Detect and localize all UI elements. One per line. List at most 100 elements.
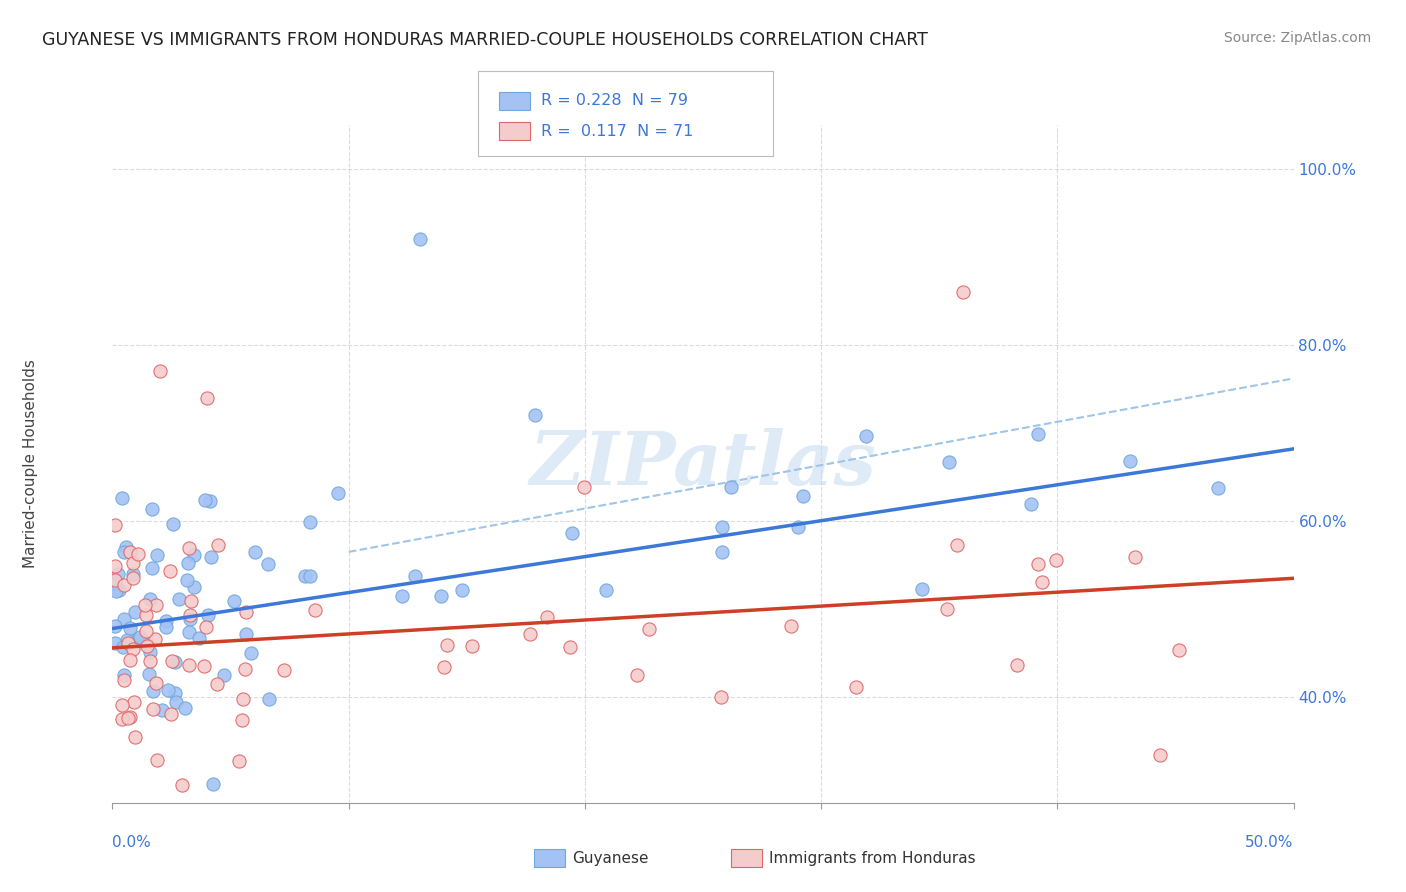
Point [257, 558, 280, 572]
Point [160, 706, 183, 721]
Point [195, 391, 218, 405]
Point [536, 610, 558, 624]
Point [298, 569, 321, 583]
Point [1026, 427, 1049, 442]
Text: Guyanese: Guyanese [572, 851, 648, 865]
Point [179, 625, 201, 640]
Point [124, 730, 146, 744]
Point [1149, 747, 1171, 762]
Point [180, 594, 202, 608]
Point [108, 583, 131, 598]
Point [114, 667, 136, 681]
Point [257, 692, 280, 706]
Point [134, 598, 156, 612]
Point [129, 630, 152, 644]
Point [391, 589, 413, 603]
Point [408, 232, 430, 246]
Point [104, 573, 127, 587]
Point [117, 635, 139, 649]
Point [122, 571, 145, 585]
Point [845, 680, 868, 694]
Point [145, 676, 167, 690]
Point [145, 549, 167, 563]
Point [183, 581, 205, 595]
Point [150, 703, 173, 717]
Point [179, 607, 201, 622]
Point [207, 538, 229, 552]
Point [1019, 497, 1042, 511]
Point [188, 632, 211, 646]
Point [1119, 454, 1142, 468]
Point [111, 712, 134, 726]
Text: 0.0%: 0.0% [112, 836, 152, 850]
Point [558, 640, 581, 655]
Point [120, 621, 142, 635]
Point [139, 644, 162, 658]
Point [200, 494, 222, 508]
Point [195, 620, 218, 634]
Point [710, 519, 733, 533]
Point [235, 627, 257, 641]
Point [626, 668, 648, 682]
Point [792, 489, 814, 503]
Point [936, 601, 959, 615]
Point [138, 667, 160, 681]
Point [779, 618, 801, 632]
Point [135, 637, 157, 651]
Point [205, 677, 228, 691]
Point [222, 593, 245, 607]
Point [104, 584, 127, 599]
Point [125, 632, 148, 647]
Point [162, 517, 184, 532]
Point [595, 583, 617, 598]
Point [637, 622, 659, 636]
Text: Married-couple Households: Married-couple Households [24, 359, 38, 568]
Point [461, 640, 484, 654]
Point [104, 575, 127, 590]
Text: Immigrants from Honduras: Immigrants from Honduras [769, 851, 976, 865]
Point [200, 550, 222, 565]
Point [232, 692, 254, 706]
Point [170, 778, 193, 792]
Point [1123, 549, 1146, 564]
Point [115, 540, 138, 554]
Point [160, 654, 183, 668]
Point [146, 753, 169, 767]
Point [239, 646, 262, 660]
Point [120, 652, 142, 666]
Text: 50.0%: 50.0% [1246, 836, 1294, 850]
Point [104, 558, 127, 573]
Point [112, 611, 135, 625]
Point [430, 590, 453, 604]
Point [142, 702, 165, 716]
Point [110, 698, 132, 712]
Point [120, 710, 142, 724]
Point [574, 480, 596, 494]
Point [202, 777, 225, 791]
Point [235, 605, 257, 619]
Point [1031, 575, 1053, 590]
Point [433, 659, 456, 673]
Point [855, 429, 877, 443]
Point [135, 607, 157, 622]
Point [273, 663, 295, 677]
Point [145, 599, 167, 613]
Point [104, 518, 127, 533]
Point [938, 455, 960, 469]
Point [112, 640, 135, 654]
Point [1026, 557, 1049, 571]
Point [159, 565, 181, 579]
Point [450, 582, 472, 597]
Point [304, 602, 326, 616]
Point [1045, 553, 1067, 567]
Point [155, 620, 177, 634]
Point [174, 701, 197, 715]
Point [141, 502, 163, 516]
Point [910, 582, 932, 596]
Text: Source: ZipAtlas.com: Source: ZipAtlas.com [1223, 31, 1371, 45]
Point [1168, 642, 1191, 657]
Point [149, 364, 172, 378]
Point [121, 641, 143, 656]
Point [179, 541, 201, 556]
Point [142, 683, 165, 698]
